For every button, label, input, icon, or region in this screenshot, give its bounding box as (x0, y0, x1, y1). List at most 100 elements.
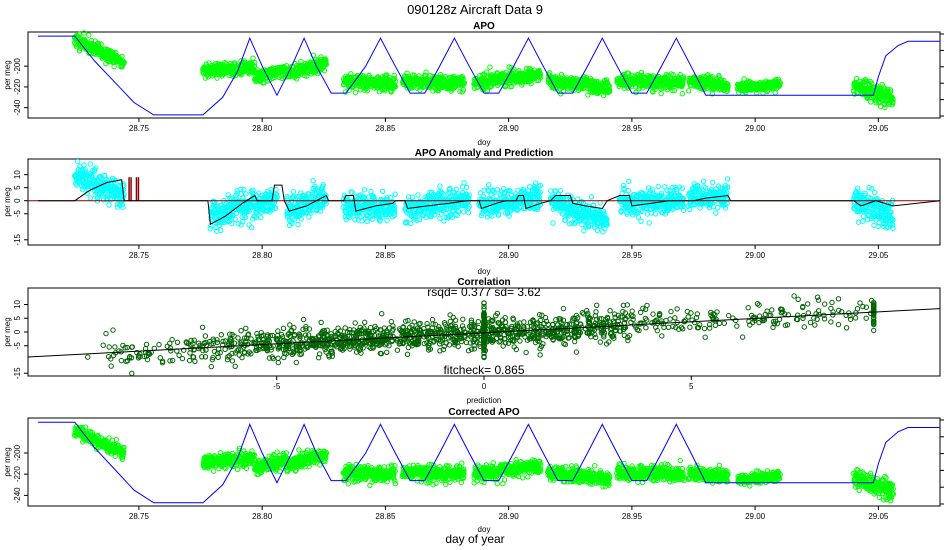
apo-point (662, 74, 669, 80)
anomaly-points (71, 158, 896, 235)
correlation-point (293, 359, 299, 366)
apo-point (461, 80, 468, 86)
apo-points (71, 30, 896, 111)
apo-point (741, 76, 747, 82)
anomaly-point (646, 220, 652, 226)
apo-point (669, 87, 675, 94)
apo-point (665, 72, 671, 79)
anomaly-point (232, 216, 238, 223)
apo-point (558, 71, 565, 78)
anomaly-point (106, 202, 112, 208)
anomaly-y-label: per meg (3, 187, 12, 216)
anomaly-point (75, 158, 81, 165)
correlation-x-label: prediction (467, 396, 502, 405)
correlation-x-axis: -5 0 5 (273, 376, 694, 391)
apo-point (537, 75, 544, 81)
anomaly-point (860, 218, 866, 224)
correlation-y-tick-label: -5 (13, 342, 22, 350)
apo-point (868, 99, 874, 105)
apo-point (250, 55, 256, 61)
apo-point (527, 67, 534, 73)
anomaly-y-tick-label: -15 (13, 233, 22, 245)
apo-point (680, 74, 687, 80)
apo-x-label: doy (478, 138, 491, 147)
apo-point (98, 41, 104, 47)
anomaly-x-tick-label: 28.95 (622, 251, 643, 260)
anomaly-point (461, 209, 467, 215)
anomaly-point (461, 180, 467, 186)
apo-point (633, 89, 639, 96)
anomaly-x-tick-label: 28.85 (375, 251, 396, 260)
apo-point (382, 88, 388, 94)
apo-x-tick-label: 28.80 (252, 124, 273, 133)
apo-point (585, 92, 591, 98)
anomaly-point (258, 214, 264, 221)
apo-y-label: per meg (3, 60, 12, 89)
apo-point (321, 67, 328, 74)
apo-plot-frame (27, 31, 941, 119)
anomaly-point (855, 219, 862, 225)
apo-point (81, 30, 87, 36)
apo-point (606, 83, 612, 89)
correlation-point (721, 320, 727, 326)
apo-y-axis: -240-220-200 (13, 33, 944, 117)
correlation-point (791, 293, 797, 299)
anomaly-point (241, 186, 247, 193)
apo-point (460, 87, 466, 93)
anomaly-x-label: doy (478, 267, 491, 276)
anomaly-point (290, 189, 297, 195)
apo-point (483, 69, 490, 75)
apo-point (252, 60, 258, 66)
apo-point (96, 41, 102, 47)
anomaly-x-tick-label: 28.90 (499, 251, 520, 260)
apo-point (76, 48, 83, 54)
correlation-y-tick-label: -15 (13, 367, 22, 379)
apo-point (251, 63, 258, 69)
anomaly-point (652, 211, 659, 217)
apo-point (302, 73, 308, 79)
anomaly-point (679, 185, 685, 191)
correlation-y-label: per meg (3, 317, 12, 346)
apo-point (304, 73, 310, 79)
anomaly-x-axis: 28.75 28.80 28.85 28.90 28.95 29.00 29.05 (129, 245, 889, 260)
anomaly-point (87, 195, 94, 201)
anomaly-panel: APO Anomaly and Prediction 28.75 28.80 28.… (3, 148, 941, 276)
apo-point (584, 76, 590, 82)
apo-point (348, 71, 354, 77)
anomaly-point (588, 194, 595, 200)
correlation-point (701, 325, 708, 332)
apo-point (516, 68, 522, 74)
apo-point (423, 69, 429, 75)
apo-point (575, 87, 582, 94)
anomaly-y-tick-label: 10 (13, 170, 22, 179)
correlation-x-tick-label: -5 (273, 382, 281, 391)
apo-title: APO (473, 21, 495, 32)
anomaly-point (626, 178, 632, 185)
apo-point (507, 83, 513, 90)
apo-point (393, 78, 399, 85)
correlation-y-tick-label: 5 (13, 315, 22, 320)
apo-point (537, 72, 543, 79)
anomaly-point (710, 179, 716, 186)
anomaly-title: APO Anomaly and Prediction (415, 148, 554, 159)
apo-point (76, 31, 83, 37)
anomaly-point (557, 188, 564, 194)
apo-y-tick-label: -220 (13, 78, 22, 95)
apo-point (671, 87, 678, 94)
anomaly-x-tick-label: 29.00 (745, 251, 766, 260)
apo-x-axis: 28.75 28.80 28.85 28.90 28.95 29.00 29.05 (129, 118, 889, 133)
apo-point (679, 83, 685, 90)
anomaly-y-tick-label: 0 (13, 198, 22, 203)
apo-y-tick-label: -200 (13, 58, 22, 75)
anomaly-point (872, 189, 878, 196)
anomaly-point (494, 186, 501, 193)
anomaly-point (392, 191, 398, 197)
anomaly-point (655, 183, 661, 190)
apo-point (391, 72, 397, 79)
anomaly-x-tick-label: 28.75 (129, 251, 150, 260)
apo-point (391, 75, 398, 82)
anomaly-y-tick-label: -5 (13, 210, 22, 218)
anomaly-point (87, 161, 93, 167)
